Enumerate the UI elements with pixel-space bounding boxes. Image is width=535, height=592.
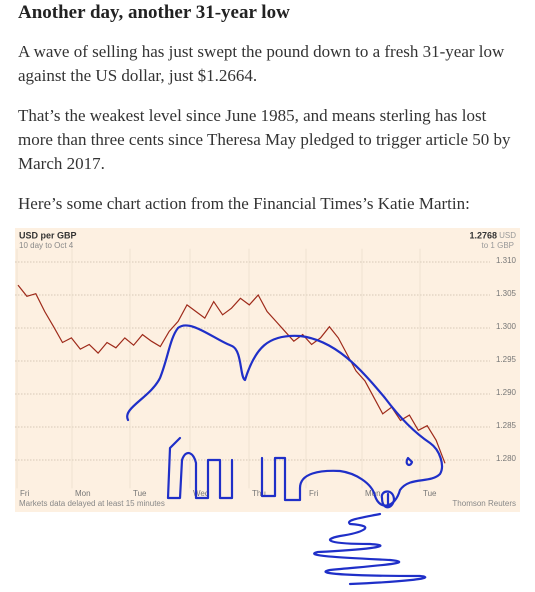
y-tick-label: 1.310 xyxy=(496,256,517,265)
x-tick-label: Tue xyxy=(133,489,147,498)
last-value: 1.2768 xyxy=(469,230,497,240)
x-tick-label: Fri xyxy=(309,489,319,498)
price-line xyxy=(17,284,446,464)
paragraph: Here’s some chart action from the Financ… xyxy=(18,194,470,213)
y-tick-label: 1.285 xyxy=(496,421,517,430)
chart: USD per GBP 10 day to Oct 4 1.2768 USD t… xyxy=(15,228,520,586)
paragraph: A wave of selling has just swept the pou… xyxy=(18,42,505,85)
chart-background xyxy=(15,228,520,512)
x-tick-label: Fri xyxy=(20,489,30,498)
doodle-stroke xyxy=(166,436,234,500)
x-tick-label: Mon xyxy=(75,489,91,498)
x-tick-label: Wed xyxy=(193,489,209,498)
y-tick-label: 1.300 xyxy=(496,322,517,331)
y-tick-label: 1.295 xyxy=(496,355,517,364)
last-value-unit: USD xyxy=(499,231,516,240)
doodle-stroke xyxy=(126,324,444,507)
doodle-stroke xyxy=(405,456,414,467)
doodle-stroke xyxy=(313,512,427,586)
x-tick-label: Tue xyxy=(423,489,437,498)
doodle xyxy=(126,324,444,586)
y-tick-label: 1.290 xyxy=(496,388,517,397)
chart-subtitle: 10 day to Oct 4 xyxy=(19,241,74,250)
x-tick-label: Thu xyxy=(252,489,266,498)
y-tick-label: 1.280 xyxy=(496,454,517,463)
chart-title: USD per GBP xyxy=(19,230,77,240)
y-tick-label: 1.305 xyxy=(496,289,517,298)
plot: 1.310 1.305 1.300 1.295 1.290 1.285 1.280 Fri Mo… xyxy=(15,248,517,498)
last-value-note: to 1 GBP xyxy=(482,241,514,250)
chart-source: Thomson Reuters xyxy=(452,499,516,508)
paragraph: That’s the weakest level since June 1985… xyxy=(18,106,511,173)
x-tick-label: Mon xyxy=(365,489,381,498)
chart-note: Markets data delayed at least 15 minutes xyxy=(19,499,165,508)
heading: Another day, another 31-year low xyxy=(18,2,290,23)
doodle-stroke xyxy=(380,490,396,509)
